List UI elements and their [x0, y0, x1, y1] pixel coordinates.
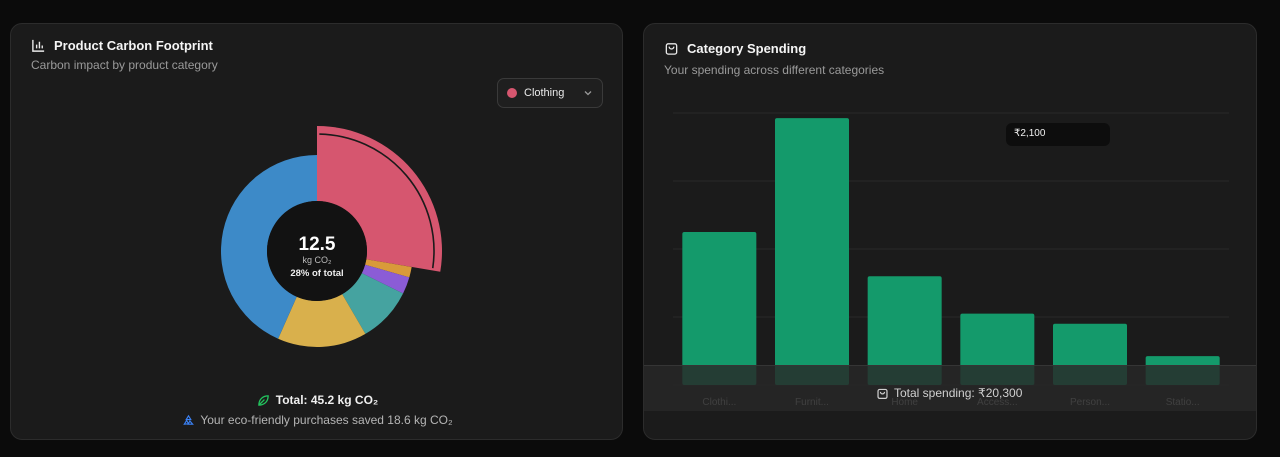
- spend-footer: [644, 365, 1256, 411]
- donut-center-share: 28% of total: [290, 268, 343, 279]
- chevron-down-icon: [583, 88, 593, 98]
- chart-tooltip: ₹2,100: [1006, 123, 1110, 146]
- recycle-icon: [182, 414, 195, 427]
- leaf-icon: [257, 394, 270, 407]
- bar-1[interactable]: [775, 118, 849, 385]
- donut-slice[interactable]: [278, 294, 366, 347]
- donut-center-value: 12.5: [299, 234, 336, 255]
- donut-slice[interactable]: [342, 273, 404, 334]
- carbon-title-row: Product Carbon Footprint: [31, 38, 213, 53]
- bar-chart-icon: [31, 38, 46, 53]
- carbon-card-subtitle: Carbon impact by product category: [31, 58, 218, 72]
- category-spending-card: Category Spending Your spending across d…: [643, 23, 1257, 440]
- spend-title-row: Category Spending: [664, 41, 806, 56]
- carbon-saved-row: Your eco-friendly purchases saved 18.6 k…: [11, 413, 622, 427]
- selected-category-label: Clothing: [524, 87, 565, 99]
- donut-slice[interactable]: [365, 259, 412, 278]
- carbon-card-title: Product Carbon Footprint: [54, 38, 213, 53]
- selected-category-swatch: [507, 88, 517, 98]
- spend-total-text: Total spending: ₹20,300: [894, 386, 1023, 400]
- carbon-saved-text: Your eco-friendly purchases saved 18.6 k…: [200, 413, 453, 427]
- donut-slice[interactable]: [361, 264, 410, 294]
- donut-slice[interactable]: [221, 155, 317, 339]
- spend-total-row: Total spending: ₹20,300: [876, 386, 1022, 400]
- category-select[interactable]: Clothing: [497, 78, 603, 108]
- spend-card-subtitle: Your spending across different categorie…: [664, 63, 885, 77]
- carbon-footprint-card: Product Carbon Footprint Carbon impact b…: [10, 23, 623, 440]
- carbon-donut-chart: 12.5 kg CO₂ 28% of total: [221, 126, 442, 347]
- shopping-bag-icon: [876, 387, 889, 400]
- donut-center-unit: kg CO₂: [303, 255, 333, 265]
- donut-hole: [267, 201, 367, 301]
- spend-card-title: Category Spending: [687, 41, 807, 56]
- donut-slice-highlighted[interactable]: [317, 126, 442, 272]
- donut-highlight-ring: [319, 133, 435, 269]
- carbon-total-row: Total: 45.2 kg CO₂: [11, 393, 622, 407]
- bar-2[interactable]: [867, 276, 942, 385]
- shopping-bag-icon: [664, 41, 679, 56]
- carbon-total-text: Total: 45.2 kg CO₂: [275, 393, 379, 407]
- bar-0[interactable]: [682, 232, 757, 385]
